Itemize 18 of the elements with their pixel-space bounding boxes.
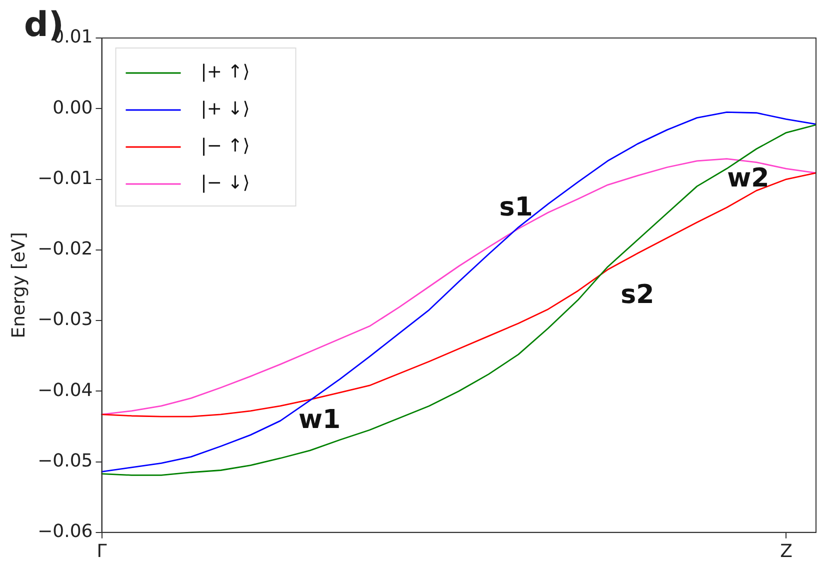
legend-label: |+ ↑⟩ (200, 62, 250, 83)
legend-label: |− ↑⟩ (200, 136, 250, 157)
y-axis-title: Energy [eV] (8, 232, 30, 338)
y-tick-label: −0.06 (38, 521, 93, 542)
annotation: w2 (727, 164, 770, 194)
x-tick-label: Z (780, 540, 792, 562)
y-tick-label: −0.03 (38, 309, 93, 330)
annotation: s1 (499, 192, 533, 222)
y-tick-label: −0.01 (38, 168, 93, 189)
legend-label: |− ↓⟩ (200, 172, 250, 194)
annotation: w1 (298, 404, 341, 435)
y-tick-label: −0.05 (38, 450, 93, 472)
legend-label: |+ ↓⟩ (200, 98, 250, 120)
annotation: s2 (620, 280, 654, 310)
y-tick-label: 0.00 (52, 97, 93, 118)
y-tick-label: −0.04 (38, 380, 93, 401)
x-tick-label: Γ (96, 540, 107, 562)
y-tick-label: −0.02 (38, 238, 93, 260)
